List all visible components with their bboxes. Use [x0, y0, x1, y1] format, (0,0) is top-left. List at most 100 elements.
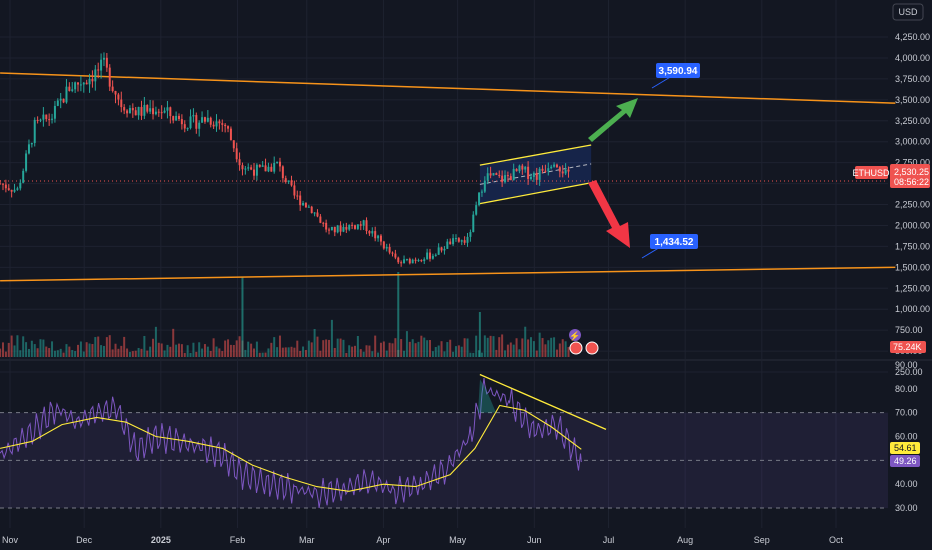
candle-body — [509, 176, 512, 181]
candle-body — [227, 126, 230, 129]
volume-bar — [472, 352, 475, 357]
volume-bar — [97, 336, 100, 357]
volume-bar — [385, 350, 388, 357]
volume-bar — [460, 346, 463, 357]
time-tick-label: Jun — [527, 535, 542, 545]
candle-body — [258, 164, 261, 167]
volume-bar — [388, 342, 391, 357]
volume-bar — [431, 351, 434, 357]
time-tick-label: Mar — [299, 535, 315, 545]
volume-bar — [65, 344, 68, 357]
volume-bar — [339, 338, 342, 357]
candle-body — [333, 226, 336, 233]
volume-bar — [512, 344, 515, 357]
volume-bar — [227, 339, 230, 357]
candle-body — [515, 168, 518, 172]
annotations[interactable] — [588, 98, 638, 248]
candle-body — [342, 226, 345, 232]
price-tick-label: 750.00 — [895, 325, 923, 335]
candle-body — [281, 166, 284, 179]
candle-body — [114, 91, 117, 95]
rsi-value-tag: 49.26 — [890, 455, 920, 467]
candle-body — [501, 175, 504, 183]
upper-target-callout[interactable]: 3,590.94 — [651, 63, 700, 89]
symbol-tag: ETHUSD — [852, 166, 890, 179]
volume-bar — [258, 352, 261, 357]
volume-bar — [564, 341, 567, 357]
candle-body — [431, 255, 434, 259]
volume-bar — [56, 350, 59, 357]
candle-body — [394, 253, 397, 258]
volume-bar — [53, 350, 56, 357]
us-flag-icon[interactable] — [585, 341, 599, 355]
price-tick-label: 1,250.00 — [895, 283, 930, 293]
candle-body — [102, 57, 105, 60]
candle-body — [382, 241, 385, 249]
candle-body — [558, 167, 561, 172]
bearish-arrow[interactable] — [588, 180, 630, 248]
volume-bar — [169, 346, 172, 357]
upper-trendline[interactable] — [0, 72, 896, 104]
time-axis[interactable]: Nov Dec 2025 Feb Mar Apr May Jun Jul Aug Sep Oct — [2, 535, 844, 545]
candle-body — [504, 175, 507, 183]
volume-bar — [68, 346, 71, 357]
candle-body — [362, 220, 365, 226]
us-flag-icon[interactable] — [569, 341, 583, 355]
candle-body — [10, 189, 13, 192]
lower-trendline[interactable] — [0, 266, 896, 282]
candle-body — [186, 128, 189, 130]
channel-mid-line — [479, 163, 592, 185]
rsi-divergence-trendline[interactable] — [479, 373, 607, 430]
candle-body — [302, 203, 305, 206]
currency-button[interactable]: USD — [892, 3, 924, 21]
volume-bar — [59, 348, 62, 357]
candle-body — [356, 224, 359, 229]
candle-body — [203, 117, 206, 122]
candle-body — [180, 119, 183, 125]
volume-spike-bar — [478, 312, 481, 357]
candle-body — [253, 169, 256, 176]
volume-bar — [152, 338, 155, 357]
time-tick-label: May — [449, 535, 467, 545]
candle-body — [166, 107, 169, 111]
candle-body — [328, 229, 331, 231]
volume-bar — [457, 345, 460, 357]
candle-body — [149, 108, 152, 112]
candle-body — [454, 238, 457, 240]
volume-bar — [371, 351, 374, 357]
candle-body — [527, 166, 530, 179]
candle-body — [518, 165, 521, 172]
volume-bar — [261, 352, 264, 357]
channel-lower-line[interactable] — [479, 182, 592, 205]
candle-body — [278, 161, 281, 167]
volume-bar — [489, 335, 492, 357]
volume-bar — [486, 337, 489, 357]
volume-bar — [126, 348, 129, 357]
lower-target-callout[interactable]: 1,434.52 — [641, 234, 698, 259]
channel-upper-line[interactable] — [479, 144, 592, 166]
candle-body — [201, 117, 204, 123]
candle-body — [521, 165, 524, 170]
volume-bar — [377, 352, 380, 357]
candle-body — [56, 100, 59, 106]
volume-bar — [550, 337, 553, 357]
volume-bar — [299, 350, 302, 357]
volume-bar — [322, 340, 325, 357]
volume-bar — [201, 348, 204, 357]
candle-body — [140, 106, 143, 116]
volume-bar — [290, 346, 293, 357]
candle-body — [13, 189, 16, 192]
bullish-arrow[interactable] — [588, 98, 638, 142]
volume-bar — [281, 347, 284, 357]
volume-bar — [120, 345, 123, 357]
event-markers[interactable]: ⚡ — [569, 329, 599, 355]
rsi-tick-label: 60.00 — [895, 432, 918, 442]
volume-bar — [42, 339, 45, 357]
candle-body — [134, 110, 137, 116]
volume-bar — [224, 340, 227, 357]
volume-bar — [108, 335, 111, 357]
candle-body — [224, 124, 227, 127]
trendlines[interactable] — [0, 72, 896, 282]
volume-bar — [160, 343, 163, 357]
